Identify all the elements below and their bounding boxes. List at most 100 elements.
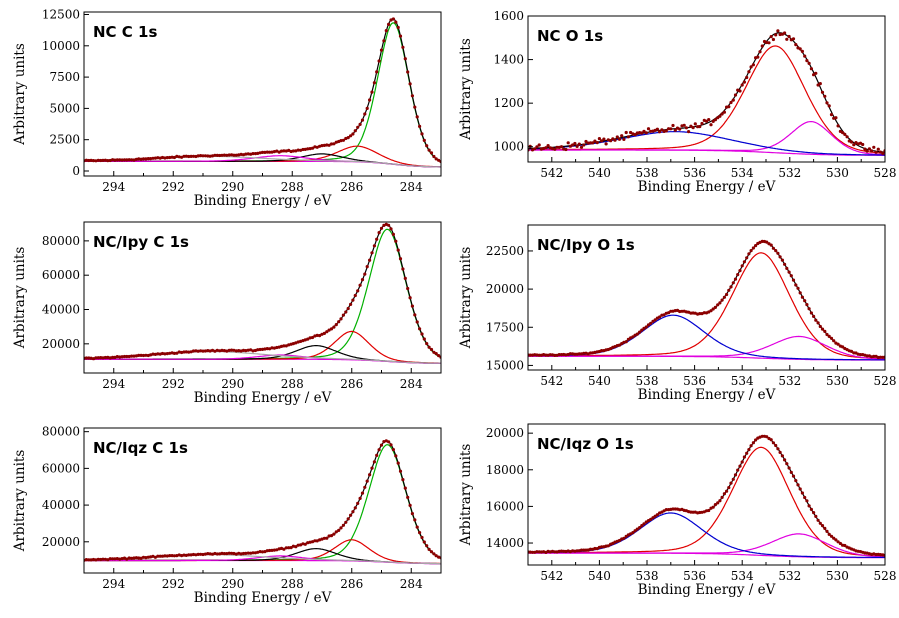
x-tick-label: 284 [400,180,423,194]
data-point [805,499,808,502]
data-point [411,305,414,308]
data-point [790,274,793,277]
x-tick-label: 538 [636,374,659,388]
data-point [817,321,820,324]
data-point [366,265,369,268]
data-point [387,440,390,443]
data-point [837,124,840,127]
data-point [870,149,873,152]
data-point [344,310,347,313]
envelope-line [84,441,441,560]
data-point [428,548,431,551]
data-point [727,289,730,292]
y-tick-label: 0 [72,164,80,178]
data-point [349,514,352,517]
data-point [359,123,362,126]
x-tick-label: 528 [874,166,897,180]
x-tick-label: 288 [281,577,304,591]
data-point [834,116,837,119]
data-point [573,142,576,145]
data-point [812,315,815,318]
x-axis-title: Binding Energy / eV [194,193,332,209]
data-point [349,303,352,306]
data-point [380,49,383,52]
data-point [363,486,366,489]
data-point [432,155,435,158]
panel-3: 294 292 290 288 286 28420000400006000080000Bi… [12,222,443,406]
x-tick-label: 290 [221,577,244,591]
data-point [850,140,853,143]
panel-title: NC C 1s [93,23,157,41]
data-point [373,244,376,247]
y-tick-label: 12500 [42,8,80,22]
x-tick-label: 534 [731,374,754,388]
data-point [752,441,755,444]
y-tick-label: 2500 [49,133,80,147]
x-tick-label: 536 [683,569,706,583]
y-tick-label: 17500 [486,320,524,334]
data-point [368,473,371,476]
data-point [430,151,433,154]
data-point [774,33,777,36]
data-point [776,29,779,32]
data-point [721,496,724,499]
data-point [810,67,813,70]
y-tick-label: 10000 [42,39,80,53]
data-point [743,260,746,263]
data-point [761,44,764,47]
data-point [625,131,628,134]
x-tick-label: 284 [400,377,423,391]
data-point [669,127,672,130]
data-point [743,81,746,84]
data-point [846,135,849,138]
x-tick-label: 294 [102,577,125,591]
panel-title: NC/Iqz C 1s [93,439,188,457]
component-green-line [84,23,441,162]
data-point [406,287,409,290]
data-point [625,340,628,343]
data-point [799,291,802,294]
data-point [605,142,608,145]
data-point [420,332,423,335]
data-point [875,151,878,154]
x-tick-label: 528 [874,374,897,388]
data-point [810,508,813,511]
data-point [781,454,784,457]
data-point [803,299,806,302]
data-point [359,284,362,287]
panel-2: 542 540 538 536 534 532 530 5281000120014001600… [458,9,896,195]
data-point [819,325,822,328]
data-point [745,76,748,79]
data-point [805,303,808,306]
data-point [783,31,786,34]
data-point [394,454,397,457]
x-tick-label: 542 [540,569,563,583]
data-point [399,470,402,473]
data-point [756,56,759,59]
data-point [783,458,786,461]
data-point [627,135,630,138]
data-point [394,240,397,243]
data-point [356,502,359,505]
data-point [564,148,567,151]
data-point [387,23,390,26]
data-point [404,277,407,280]
x-axis-title: Binding Energy / eV [194,590,332,606]
data-point [821,328,824,331]
data-point [409,82,412,85]
data-point [370,467,373,470]
data-point [843,133,846,136]
x-tick-label: 536 [683,166,706,180]
x-tick-label: 542 [540,166,563,180]
data-point [723,492,726,495]
data-point [732,99,735,102]
data-point [736,469,739,472]
data-point [770,438,773,441]
data-point [725,490,728,493]
data-point [747,252,750,255]
data-point [825,530,828,533]
data-point [808,504,811,507]
data-point [596,141,599,144]
data-point [772,247,775,250]
data-point [378,231,381,234]
